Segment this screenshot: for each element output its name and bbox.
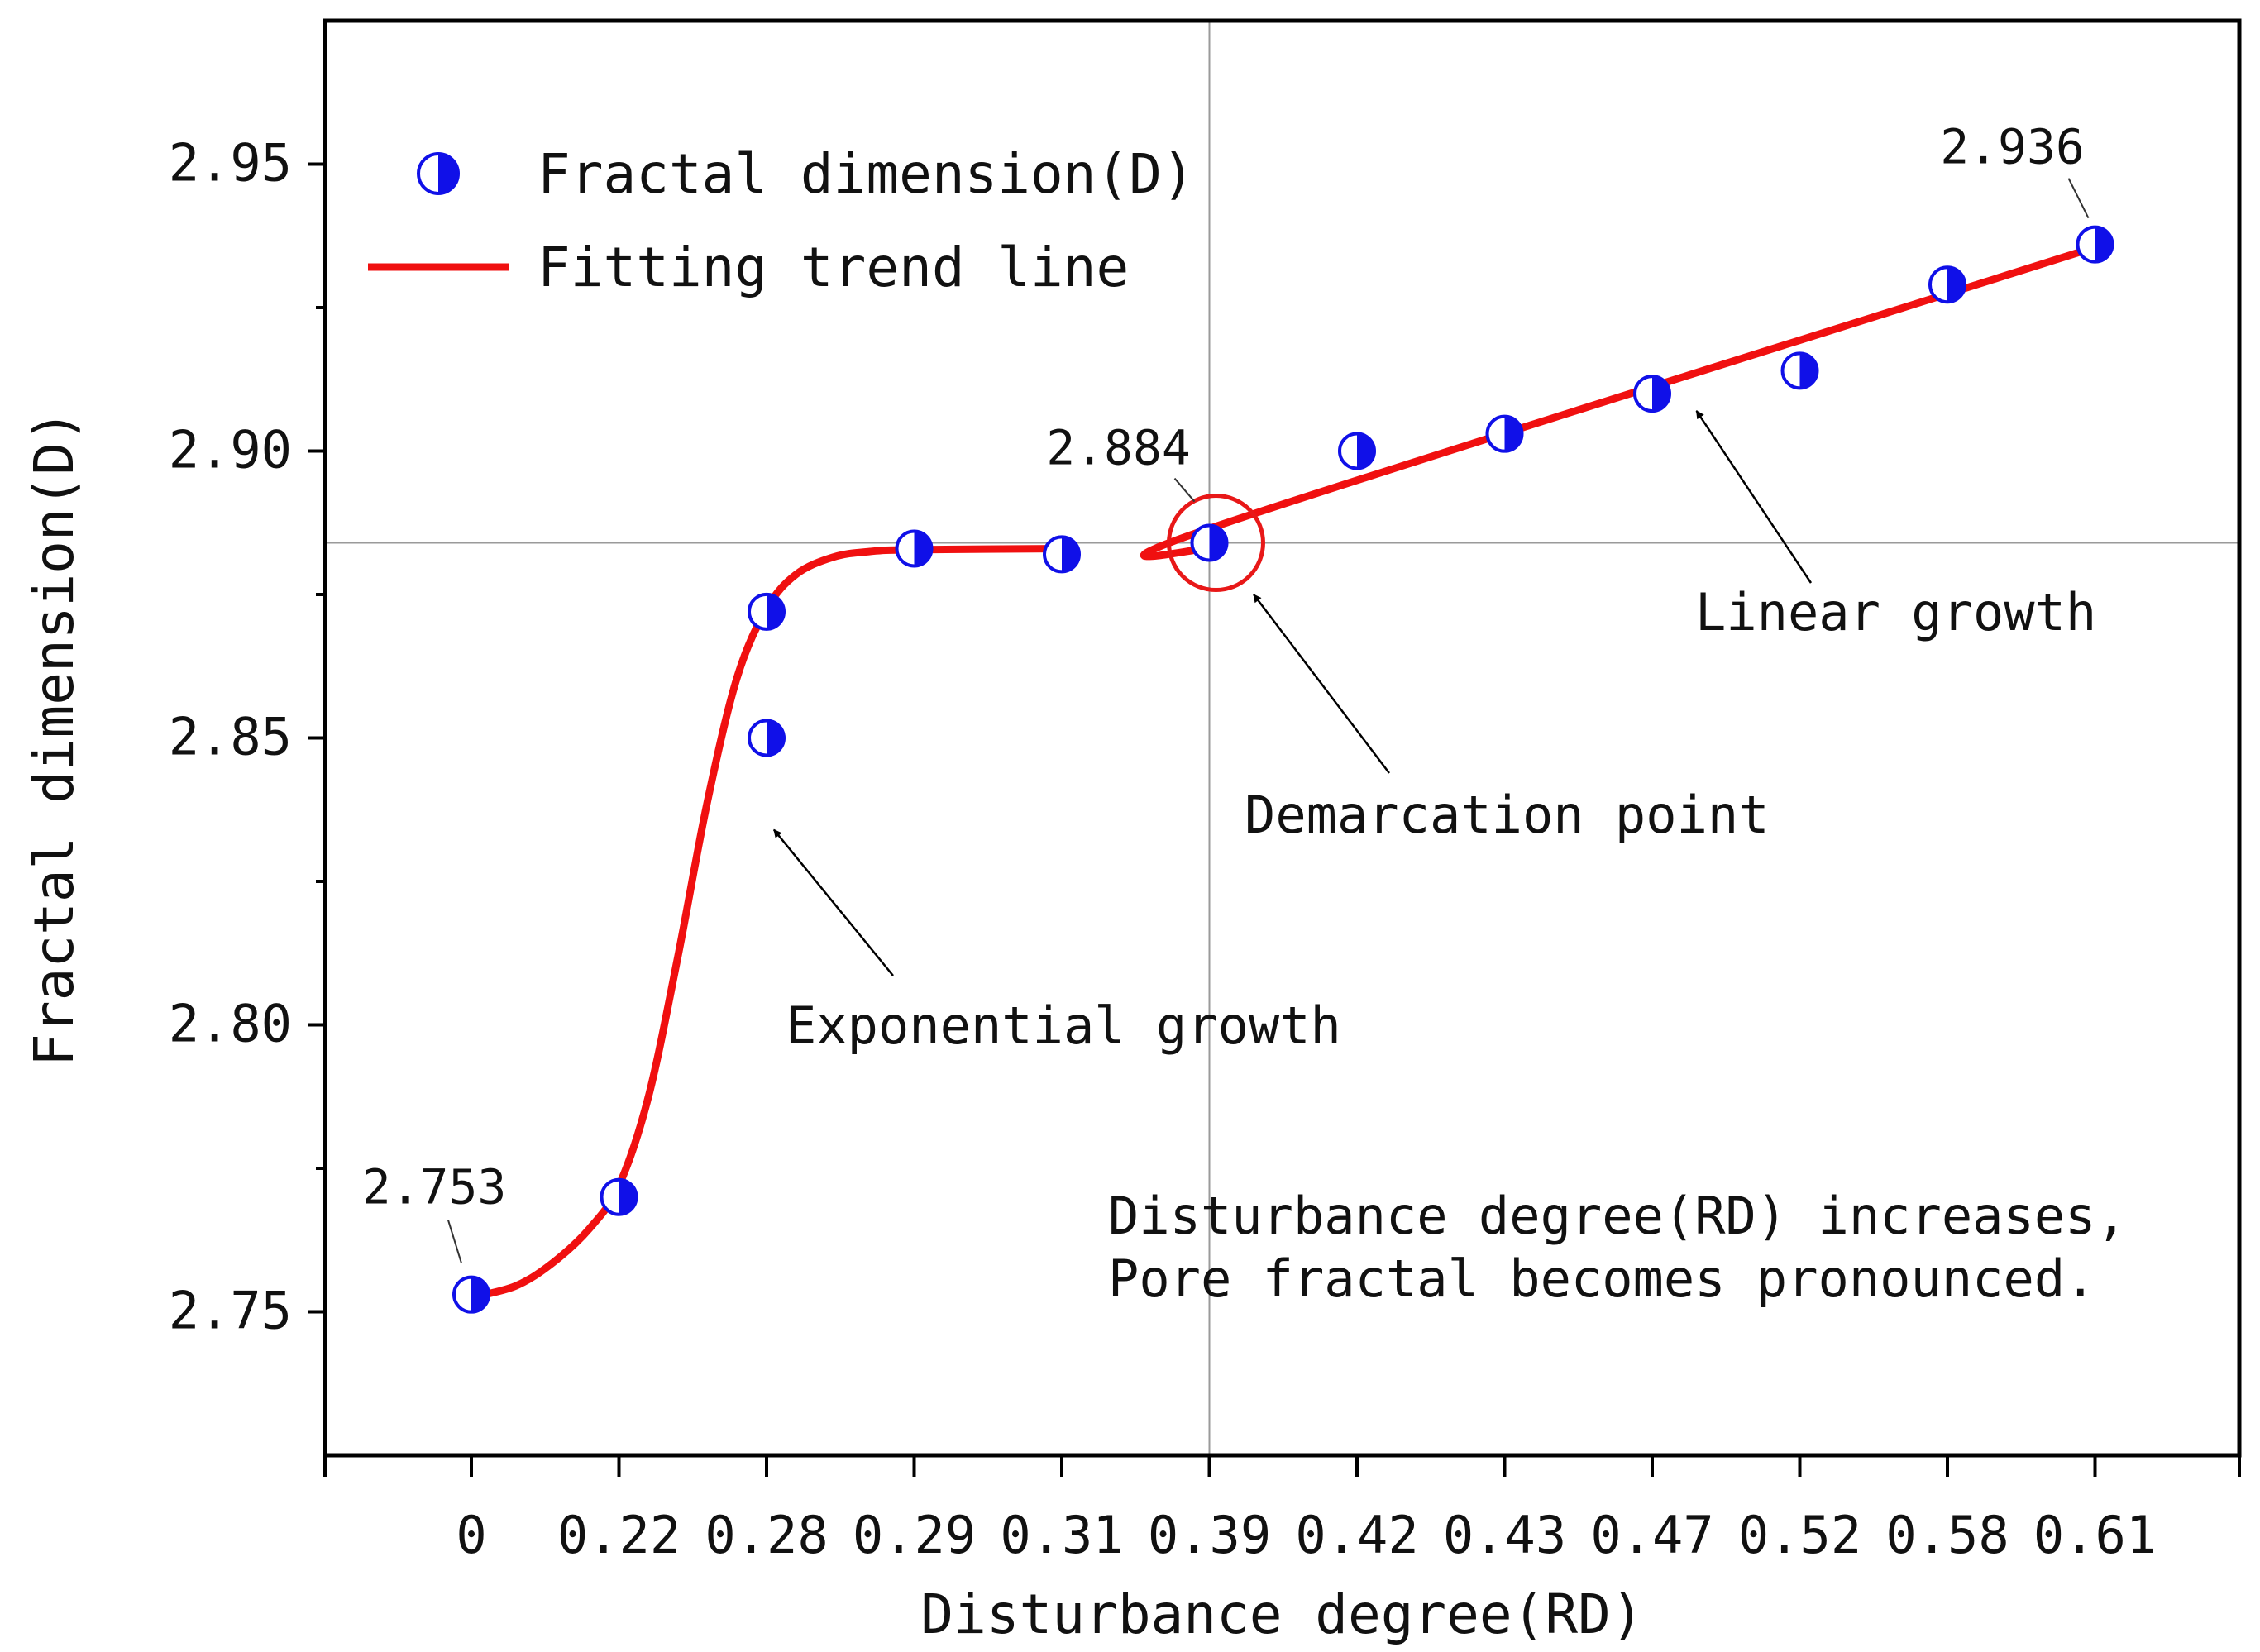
marker-outline [1190,523,1229,562]
legend-label-fractal-dimension: Fractal dimension(D) [538,142,1195,206]
marker-half [914,531,932,566]
marker-outline [1338,432,1376,470]
marker-half [1357,433,1375,469]
x-tick-label: 0.61 [2033,1505,2157,1565]
x-tick-label: 0.47 [1590,1505,1713,1565]
data-point [1043,535,1081,574]
data-point [1780,351,1819,390]
x-tick-label: 0.39 [1148,1505,1271,1565]
annotation-text: Linear growth [1695,582,2096,642]
data-point [452,1275,490,1314]
marker-outline [1043,535,1081,574]
marker-outline [452,1275,490,1314]
annotation-arrow [772,828,894,976]
x-tick-label: 0 [456,1505,486,1565]
x-tick-label: 0.28 [705,1505,828,1565]
data-label-leader [2067,178,2090,219]
fitting-trend-line-curve [467,545,1066,1301]
marker-half [767,720,784,756]
x-axis-title: Disturbance degree(RD) [920,1583,1643,1646]
label-layer: Disturbance degree(RD) Fractal dimension… [22,142,1644,1646]
x-tick-label: 0.29 [853,1505,976,1565]
marker-half [619,1179,637,1215]
marker-half [1652,376,1670,412]
x-tick-label: 0.52 [1738,1505,1861,1565]
data-point [1928,265,1966,304]
marker-outline [2076,225,2114,264]
marker-outline [1928,265,1966,304]
x-tick-label: 0.31 [1000,1505,1123,1565]
marker-outline [417,152,460,195]
data-value-label: 2.753 [362,1159,507,1215]
data-point [1338,432,1376,470]
demarcation-highlight-circle [1167,494,1265,593]
legend-label-fitting-trend-line: Fitting trend line [538,236,1129,299]
annotation-text: Disturbance degree(RD) increases, [1108,1186,2127,1246]
data-point [1485,414,1524,453]
marker-half [438,154,458,193]
y-tick-label: 2.95 [169,133,292,193]
data-label-leader [1173,477,1196,503]
marker-half [1947,267,1965,303]
data-point [2076,225,2114,264]
marker-half [1209,525,1227,561]
marker-outline [748,719,786,757]
y-tick-label: 2.85 [169,707,292,767]
marker-outline [1633,375,1671,413]
marker-half [1504,416,1522,451]
y-axis-title: Fractal dimension(D) [22,409,86,1067]
x-tick-label: 0.42 [1295,1505,1418,1565]
data-point [1633,375,1671,413]
marker-half [2095,227,2113,262]
marker-half [471,1277,489,1312]
x-tick-label: 0.22 [557,1505,681,1565]
data-point [748,592,786,631]
marker-half [1799,353,1818,389]
data-value-label: 2.936 [1940,119,2085,175]
marker-outline [600,1177,638,1216]
annotation-text: Demarcation point [1245,785,1770,845]
x-tick-label: 0.58 [1885,1505,2009,1565]
marker-outline [748,592,786,631]
marker-outline [1780,351,1819,390]
annotation-text: Exponential growth [786,995,1341,1056]
marker-outline [1485,414,1524,453]
marker-half [1062,537,1079,572]
fitting-trend-line-linear [1140,243,2099,561]
data-value-label: 2.884 [1046,420,1191,476]
annotation-arrow [1253,594,1390,774]
data-point [600,1177,638,1216]
annotation-arrow [1695,410,1813,584]
data-point [748,719,786,757]
y-tick-label: 2.90 [169,420,292,480]
annotation-text: Pore fractal becomes pronounced. [1108,1249,2095,1309]
y-tick-label: 2.75 [169,1281,292,1341]
data-label-leader [447,1220,462,1263]
plot-layer: 2.75 2.80 2.85 2.90 2.95 0 0.22 0.28 0.29 0.31 0.3… [169,18,2242,1565]
marker-outline [895,529,934,568]
data-point [895,529,934,568]
legend-marker-fractal-dimension [417,152,460,195]
y-tick-label: 2.80 [169,994,292,1054]
x-tick-label: 0.43 [1443,1505,1566,1565]
marker-half [767,594,784,629]
data-point [1190,523,1229,562]
